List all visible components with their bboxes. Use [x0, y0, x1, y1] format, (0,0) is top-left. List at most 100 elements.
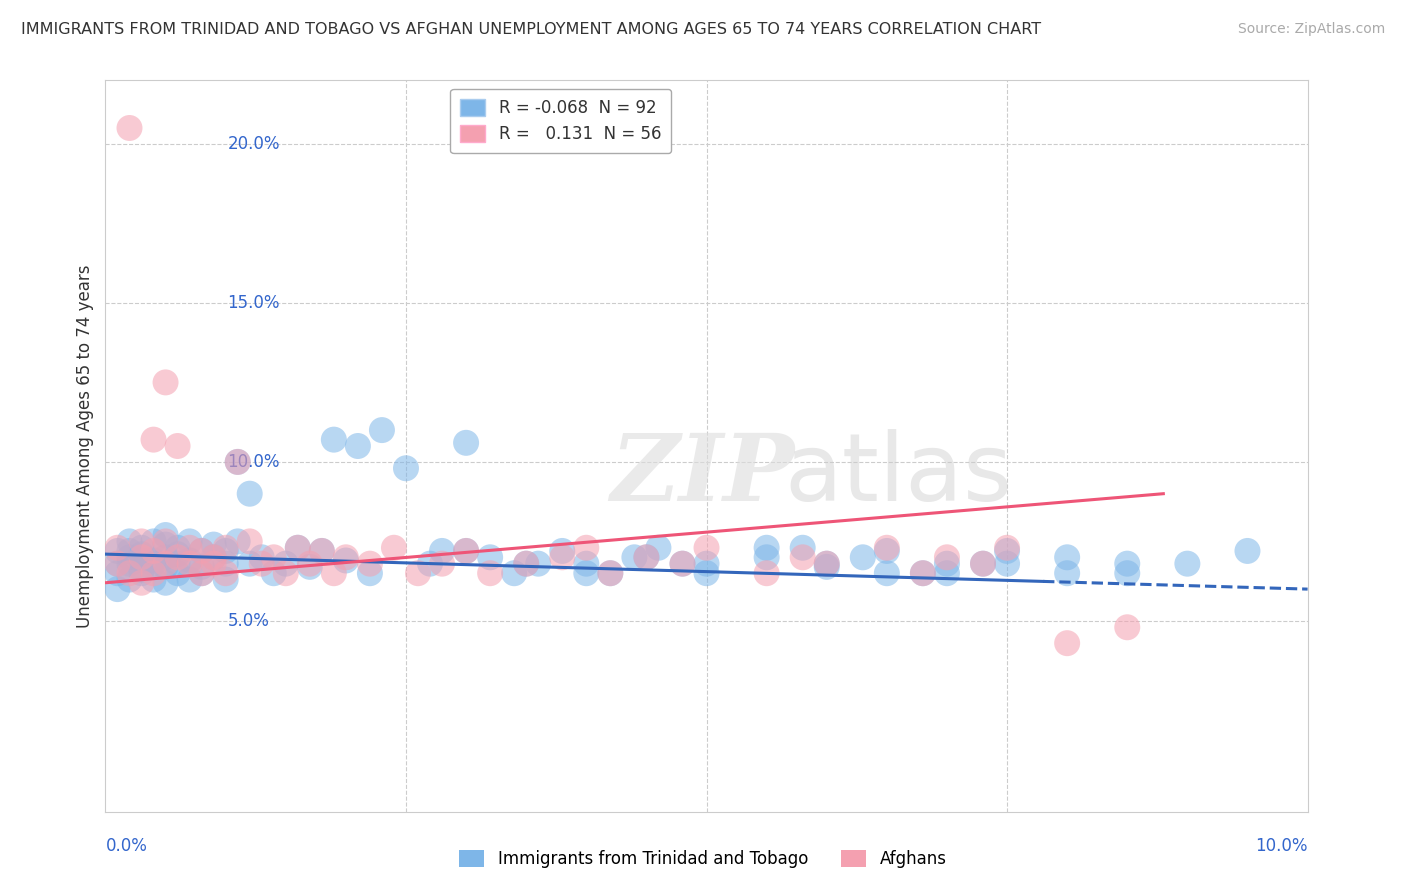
Point: [936, 566, 959, 581]
Point: [406, 566, 429, 581]
Point: [479, 566, 502, 581]
Point: [575, 557, 598, 571]
Point: [142, 557, 165, 571]
Point: [274, 557, 297, 571]
Point: [131, 566, 153, 581]
Point: [202, 550, 225, 565]
Point: [214, 573, 236, 587]
Point: [454, 435, 477, 450]
Point: [155, 557, 177, 571]
Legend: R = -0.068  N = 92, R =   0.131  N = 56: R = -0.068 N = 92, R = 0.131 N = 56: [450, 88, 671, 153]
Point: [876, 541, 898, 555]
Point: [322, 433, 344, 447]
Text: atlas: atlas: [785, 429, 1012, 521]
Point: [263, 566, 285, 581]
Point: [214, 557, 236, 571]
Point: [936, 550, 959, 565]
Point: [155, 550, 177, 565]
Point: [190, 566, 212, 581]
Point: [155, 376, 177, 390]
Point: [166, 550, 188, 565]
Point: [202, 538, 225, 552]
Point: [131, 541, 153, 555]
Point: [1236, 544, 1258, 558]
Point: [575, 541, 598, 555]
Point: [166, 541, 188, 555]
Point: [382, 541, 405, 555]
Point: [995, 544, 1018, 558]
Point: [815, 557, 838, 571]
Point: [226, 534, 249, 549]
Point: [166, 557, 188, 571]
Point: [142, 573, 165, 587]
Point: [551, 544, 574, 558]
Point: [179, 553, 201, 567]
Point: [636, 550, 658, 565]
Point: [190, 544, 212, 558]
Point: [118, 120, 141, 135]
Point: [131, 550, 153, 565]
Point: [214, 544, 236, 558]
Point: [107, 582, 129, 596]
Point: [755, 541, 778, 555]
Point: [166, 547, 188, 561]
Text: 20.0%: 20.0%: [228, 135, 280, 153]
Point: [263, 550, 285, 565]
Text: 10.0%: 10.0%: [228, 453, 280, 471]
Point: [527, 557, 550, 571]
Point: [972, 557, 994, 571]
Point: [239, 534, 262, 549]
Point: [239, 557, 262, 571]
Point: [107, 557, 129, 571]
Point: [179, 573, 201, 587]
Point: [250, 550, 273, 565]
Point: [575, 566, 598, 581]
Point: [599, 566, 621, 581]
Text: 0.0%: 0.0%: [105, 838, 148, 855]
Point: [298, 559, 321, 574]
Point: [190, 559, 212, 574]
Y-axis label: Unemployment Among Ages 65 to 74 years: Unemployment Among Ages 65 to 74 years: [76, 264, 94, 628]
Point: [131, 547, 153, 561]
Point: [792, 550, 814, 565]
Point: [155, 534, 177, 549]
Point: [155, 528, 177, 542]
Point: [214, 541, 236, 555]
Point: [107, 541, 129, 555]
Point: [359, 566, 381, 581]
Point: [142, 534, 165, 549]
Point: [911, 566, 934, 581]
Point: [479, 550, 502, 565]
Point: [347, 439, 370, 453]
Point: [226, 455, 249, 469]
Point: [1116, 620, 1139, 634]
Point: [118, 557, 141, 571]
Point: [636, 550, 658, 565]
Text: 10.0%: 10.0%: [1256, 838, 1308, 855]
Point: [1056, 550, 1078, 565]
Legend: Immigrants from Trinidad and Tobago, Afghans: Immigrants from Trinidad and Tobago, Afg…: [453, 843, 953, 875]
Point: [876, 544, 898, 558]
Point: [239, 486, 262, 500]
Point: [142, 433, 165, 447]
Point: [911, 566, 934, 581]
Point: [454, 544, 477, 558]
Point: [696, 557, 718, 571]
Point: [995, 557, 1018, 571]
Point: [335, 550, 357, 565]
Point: [287, 541, 309, 555]
Point: [515, 557, 537, 571]
Point: [936, 557, 959, 571]
Point: [430, 544, 453, 558]
Text: 5.0%: 5.0%: [228, 612, 270, 630]
Point: [142, 544, 165, 558]
Point: [335, 553, 357, 567]
Point: [322, 566, 344, 581]
Point: [671, 557, 693, 571]
Point: [696, 566, 718, 581]
Point: [155, 559, 177, 574]
Point: [274, 566, 297, 581]
Point: [623, 550, 645, 565]
Point: [852, 550, 875, 565]
Point: [142, 566, 165, 581]
